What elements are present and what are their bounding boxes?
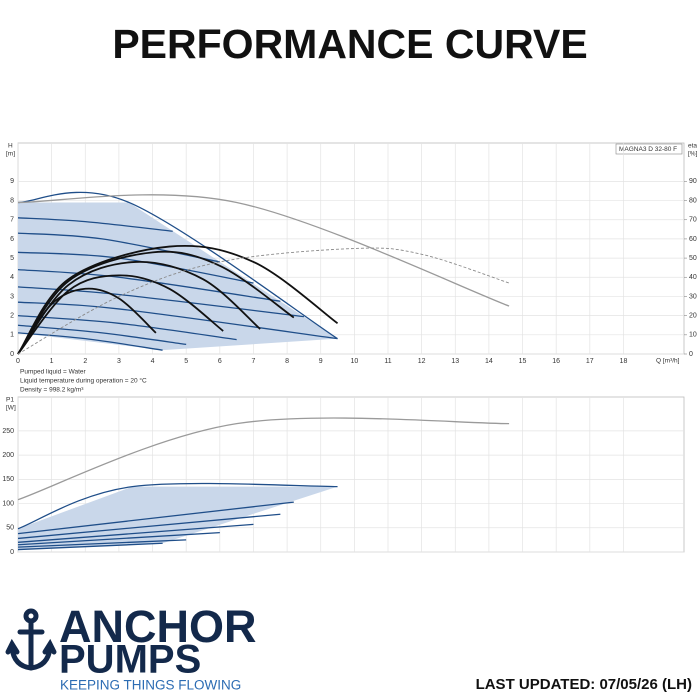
y-tick-label: 1 xyxy=(10,332,14,339)
operating-area xyxy=(18,202,338,351)
page-title: PERFORMANCE CURVE xyxy=(112,21,587,67)
curve xyxy=(17,523,254,543)
curve xyxy=(17,513,281,540)
y2-tick-label: 10 xyxy=(689,332,697,339)
curve xyxy=(17,217,173,232)
y2-tick-label: 0 xyxy=(689,351,693,358)
y2-tick-label: 50 xyxy=(689,255,697,262)
x-tick-label: 2 xyxy=(83,358,87,365)
y-tick-label: 4 xyxy=(10,274,14,281)
note: Pumped liquid = Water xyxy=(20,369,87,376)
y2-tick-label: 20 xyxy=(689,312,697,319)
logo-text: ANCHOR xyxy=(59,601,257,652)
y-axis-label: P1 xyxy=(6,397,14,404)
curve xyxy=(17,531,220,546)
note: Density = 998.2 kg/m³ xyxy=(20,387,84,394)
plots: 0 1 2 3 4 5 6 7 8 9 10 11 12 13 14 15 16 17 18012345678901… xyxy=(2,143,697,556)
y-tick-label: 100 xyxy=(2,500,14,507)
x-tick-label: 4 xyxy=(151,358,155,365)
model-box xyxy=(615,143,683,155)
efficiency-curve xyxy=(17,247,510,355)
curve xyxy=(17,274,224,355)
y2-tick-label: 60 xyxy=(689,236,697,243)
curve xyxy=(17,501,294,535)
x-tick-label: 1 xyxy=(50,358,54,365)
y-tick-label: 50 xyxy=(6,525,14,532)
x-tick-label: 12 xyxy=(418,358,426,365)
y2-axis-unit: [%] xyxy=(688,151,698,158)
x-tick-label: 0 xyxy=(16,358,20,365)
curve xyxy=(17,286,304,318)
curve xyxy=(17,539,187,548)
curve xyxy=(17,301,338,340)
curve xyxy=(17,244,339,355)
x-tick-label: 18 xyxy=(620,358,628,365)
y-tick-label: 0 xyxy=(10,549,14,556)
logo-text: PUMPS xyxy=(59,638,201,682)
logo-tagline: KEEPING THINGS FLOWING xyxy=(60,678,241,693)
curve xyxy=(17,250,295,355)
operating-area xyxy=(18,486,338,550)
y-tick-label: 9 xyxy=(10,178,14,185)
x-tick-label: 13 xyxy=(451,358,459,365)
y-axis-label: H xyxy=(8,143,13,150)
x-tick-label: 16 xyxy=(552,358,560,365)
curve xyxy=(17,417,510,501)
x-tick-label: 3 xyxy=(117,358,121,365)
x-tick-label: 5 xyxy=(184,358,188,365)
y-axis-unit: [m] xyxy=(6,151,15,158)
x-tick-label: 15 xyxy=(519,358,527,365)
y-tick-label: 6 xyxy=(10,236,14,243)
x-tick-label: 8 xyxy=(285,358,289,365)
x-tick-label: 14 xyxy=(485,358,493,365)
y2-tick-label: 70 xyxy=(689,217,697,224)
y-tick-label: 3 xyxy=(10,293,14,300)
y2-tick-label: 30 xyxy=(689,293,697,300)
x-tick-label: 7 xyxy=(252,358,256,365)
y-tick-label: 5 xyxy=(10,255,14,262)
y-axis-unit: [W] xyxy=(6,405,16,412)
x-axis-label: Q [m³/h] xyxy=(656,358,680,365)
last-updated: LAST UPDATED: 07/05/26 (LH) xyxy=(476,676,692,693)
curve xyxy=(17,194,510,307)
logo-icon xyxy=(5,608,57,671)
y2-axis-label: eta xyxy=(688,143,697,150)
curve xyxy=(17,482,338,530)
model-label: MAGNA3 D 32-80 F xyxy=(619,146,677,153)
y-tick-label: 150 xyxy=(2,476,14,483)
curve xyxy=(17,542,163,551)
y2-tick-label: 40 xyxy=(689,274,697,281)
y-tick-label: 0 xyxy=(10,351,14,358)
curve xyxy=(17,268,281,302)
note: Liquid temperature during operation = 20… xyxy=(20,377,147,385)
y2-tick-label: 90 xyxy=(689,178,697,185)
y2-tick-label: 80 xyxy=(689,197,697,204)
y-tick-label: 2 xyxy=(10,312,14,319)
x-tick-label: 11 xyxy=(384,358,391,365)
x-tick-label: 9 xyxy=(319,358,323,365)
curve xyxy=(17,191,338,340)
curve xyxy=(17,260,261,355)
y-tick-label: 200 xyxy=(2,452,14,459)
y-tick-label: 8 xyxy=(10,197,14,204)
x-tick-label: 10 xyxy=(350,358,358,365)
x-tick-label: 6 xyxy=(218,358,222,365)
x-tick-label: 17 xyxy=(586,358,594,365)
y-tick-label: 7 xyxy=(10,217,14,224)
y-tick-label: 250 xyxy=(2,428,14,435)
